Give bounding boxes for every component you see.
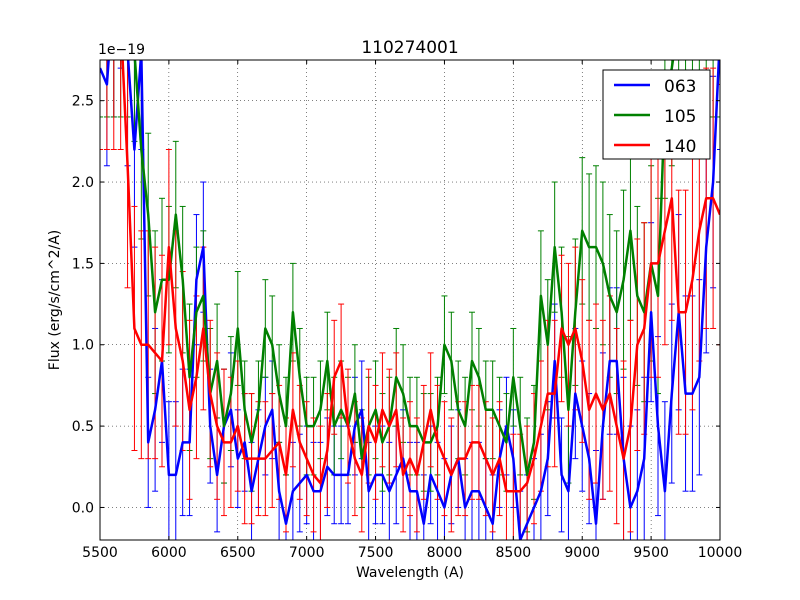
y-tick-label: 1.5: [72, 256, 94, 272]
x-tick-label: 8000: [427, 545, 463, 561]
x-tick-label: 9000: [564, 545, 600, 561]
plot-frame: [99, 59, 721, 541]
legend-label-063: 063: [664, 77, 696, 97]
y-tick-label: 2.5: [72, 94, 94, 110]
data-layer: [100, 60, 720, 540]
x-tick-label: 9500: [633, 545, 669, 561]
chart-title: 110274001: [361, 38, 458, 58]
y-tick-label: 0.5: [72, 419, 94, 435]
x-tick-label: 5500: [82, 545, 118, 561]
y-tick-label: 0.0: [72, 500, 94, 516]
series-line-063: [100, 60, 720, 540]
legend-label-105: 105: [664, 107, 696, 127]
series-line-140: [121, 60, 720, 493]
y-axis-label: Flux (erg/s/cm^2/A): [47, 230, 63, 370]
x-tick-label: 6000: [151, 545, 187, 561]
axis-ticks: 5500 6000 6500 7000 7500 8000 8500 9000 9500 1000…: [72, 60, 743, 561]
y-tick-label: 2.0: [72, 175, 94, 191]
x-tick-label: 6500: [220, 545, 256, 561]
x-tick-label: 10000: [698, 545, 743, 561]
y-tick-label: 1.0: [72, 338, 94, 354]
x-axis-label: Wavelength (A): [356, 565, 464, 581]
x-tick-label: 7500: [358, 545, 394, 561]
y-offset-text: 1e−19: [98, 42, 145, 58]
x-tick-label: 8500: [496, 545, 532, 561]
series-line-105: [133, 60, 675, 477]
legend-label-140: 140: [664, 137, 696, 157]
x-tick-label: 7000: [289, 545, 325, 561]
legend: 063 105 140: [602, 69, 711, 160]
